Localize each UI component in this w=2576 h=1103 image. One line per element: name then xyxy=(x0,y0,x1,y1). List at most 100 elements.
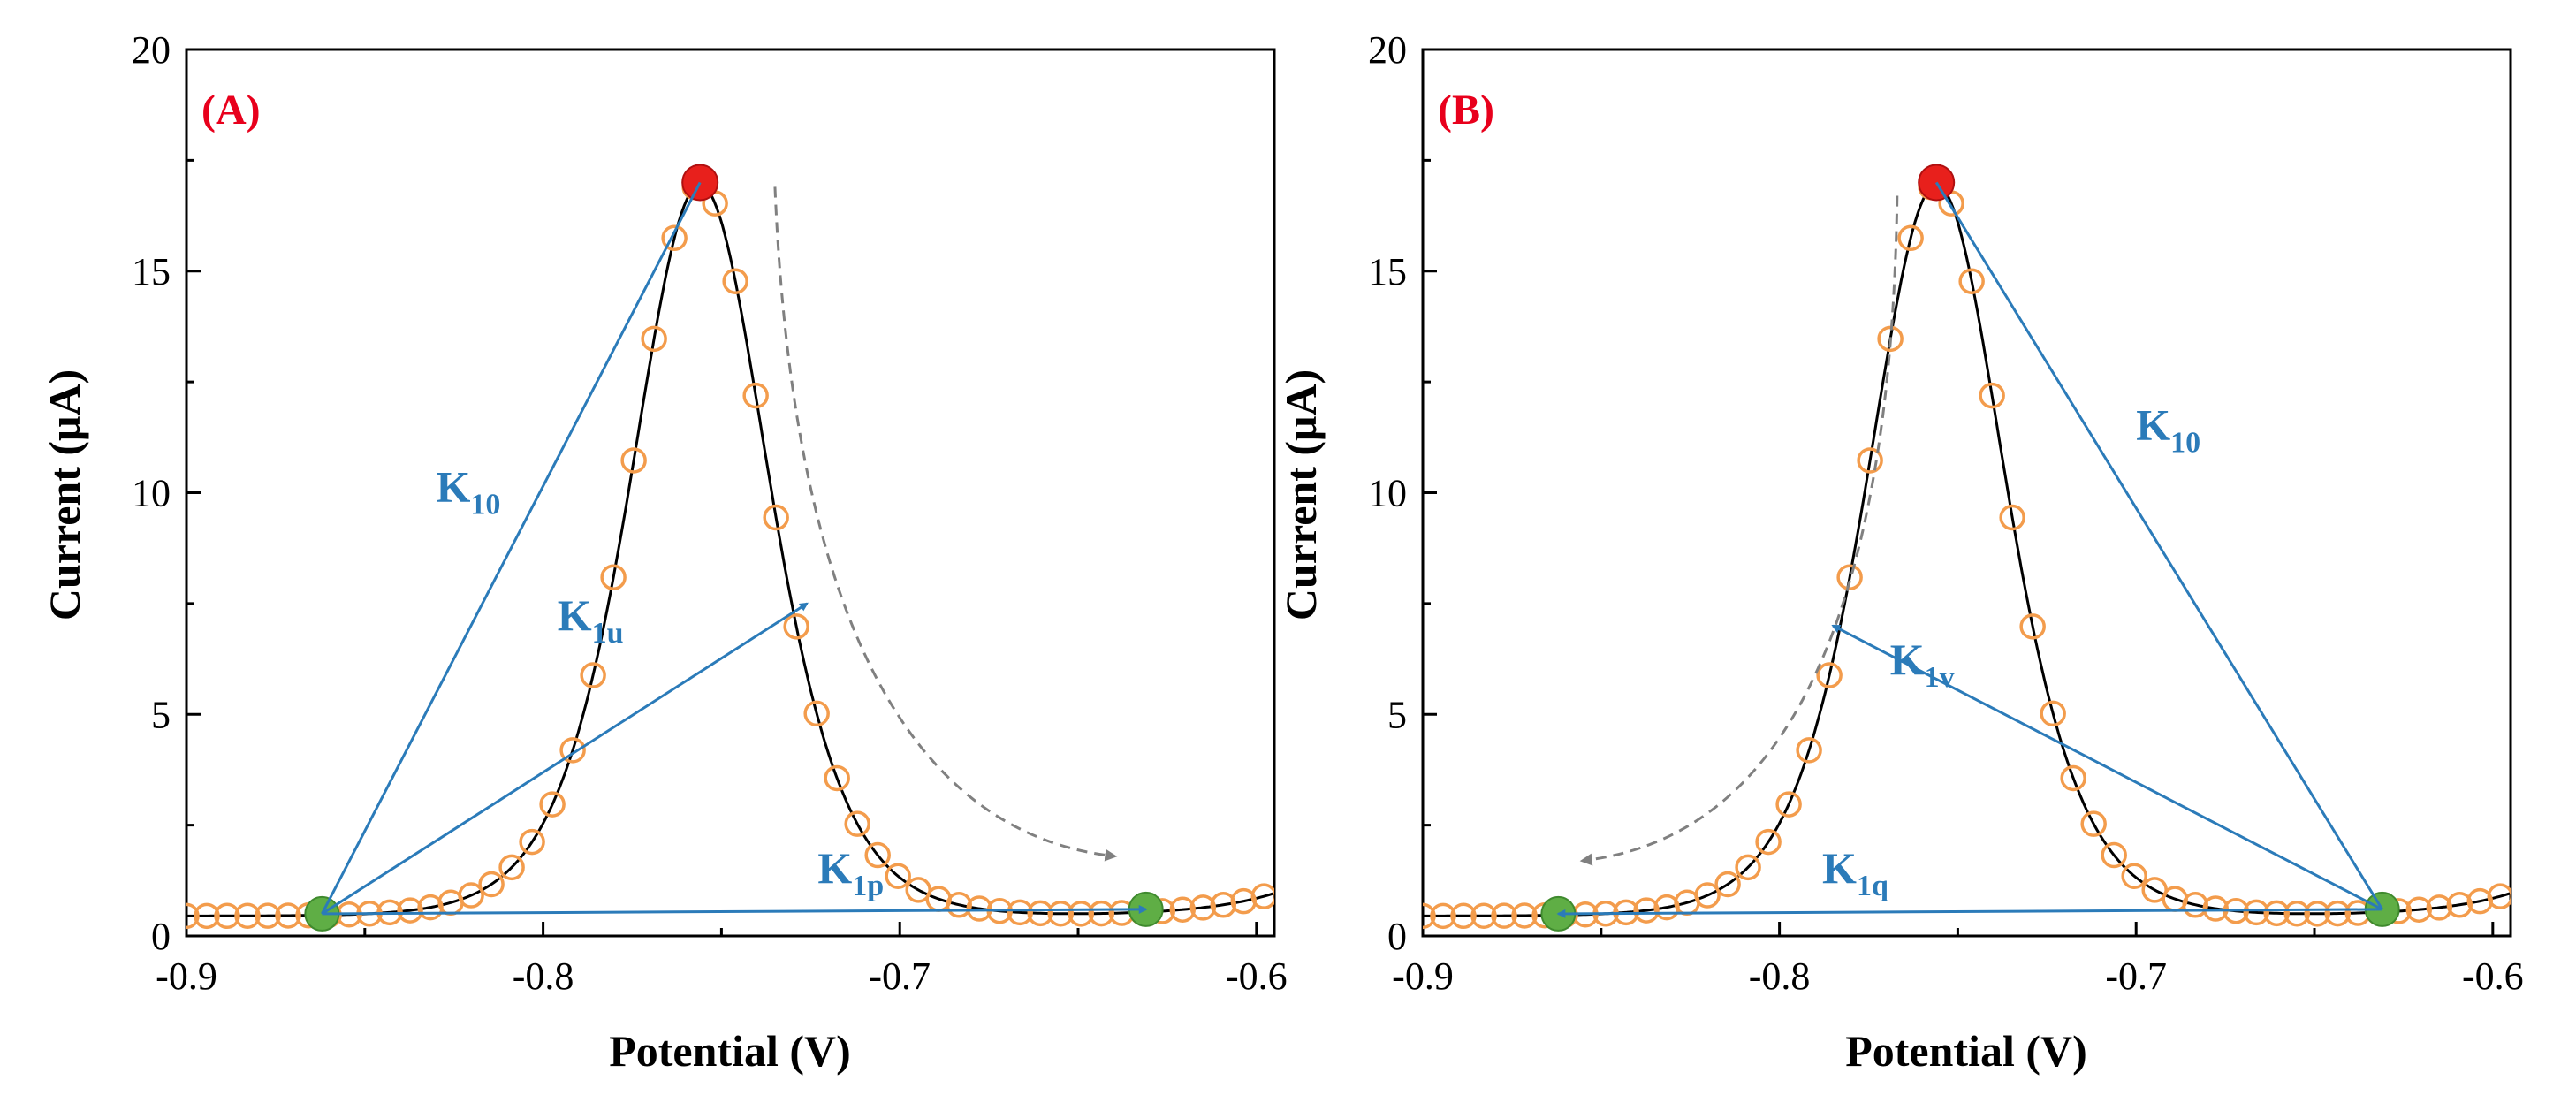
slope-line-b xyxy=(1934,181,2383,910)
slope-line-a xyxy=(321,602,809,916)
data-point-b xyxy=(1857,447,1883,474)
data-point-b xyxy=(2101,841,2127,869)
chart-panel-a: -0.9 -0.8 -0.7 -0.6 0 5 10 15 20 (A) Potential (… xyxy=(40,28,1288,1076)
data-point-a xyxy=(1007,899,1033,926)
y-tick-label-a: 5 xyxy=(151,693,171,736)
data-point-a xyxy=(824,764,850,792)
data-point-a xyxy=(722,268,748,294)
x-tick-label-a: -0.7 xyxy=(869,955,931,998)
data-point-a xyxy=(864,841,891,869)
data-point-b xyxy=(2182,892,2208,918)
data-point-b xyxy=(2446,892,2473,918)
data-point-b xyxy=(2080,810,2107,837)
data-point-b xyxy=(2202,895,2229,922)
y-tick-label-b: 0 xyxy=(1387,915,1407,958)
data-point-b xyxy=(1491,902,1517,929)
data-point-a xyxy=(600,564,627,590)
data-point-b xyxy=(2487,883,2511,909)
data-point-b xyxy=(1714,871,1741,898)
data-point-b xyxy=(1979,382,2005,409)
data-point-b xyxy=(1470,902,1497,929)
data-point-a xyxy=(783,613,809,640)
panel-label-b: (B) xyxy=(1438,87,1494,133)
y-tick-label-a: 10 xyxy=(132,472,171,515)
data-point-b xyxy=(1511,902,1538,929)
data-point-a xyxy=(478,871,505,898)
y-tick-label-b: 5 xyxy=(1387,693,1407,736)
data-point-b xyxy=(2304,901,2330,927)
data-point-a xyxy=(214,902,240,930)
data-point-a xyxy=(498,854,525,881)
data-point-b xyxy=(2324,900,2352,927)
data-point-a xyxy=(255,902,281,929)
x-tick-label-b: -0.8 xyxy=(1749,955,1811,998)
data-point-a xyxy=(458,882,484,909)
slope-annotation-a: K1p xyxy=(817,843,884,902)
y-tick-label-b: 15 xyxy=(1368,250,1407,293)
data-point-a xyxy=(194,902,220,930)
x-tick-label-a: -0.6 xyxy=(1226,955,1288,998)
data-point-a xyxy=(1169,896,1197,923)
data-point-a xyxy=(885,863,911,890)
scan-direction-arrow-b xyxy=(1579,195,1899,866)
data-point-b xyxy=(2405,896,2433,923)
data-point-b xyxy=(1796,737,1822,764)
data-point-b xyxy=(1816,662,1843,688)
plot-content-b xyxy=(1423,164,2511,932)
y-tick-label-a: 20 xyxy=(132,28,171,72)
data-point-a xyxy=(234,902,261,929)
data-point-b xyxy=(1897,224,1924,252)
data-point-b xyxy=(1775,791,1802,818)
data-point-b xyxy=(2019,613,2046,640)
x-tick-label-b: -0.9 xyxy=(1392,955,1454,998)
slope-line-a xyxy=(322,904,1148,916)
data-point-a xyxy=(519,828,545,856)
x-tick-label-b: -0.7 xyxy=(2105,955,2167,998)
x-axis-title-a: Potential (V) xyxy=(609,1026,851,1076)
data-point-b xyxy=(1430,902,1456,930)
data-point-a xyxy=(1027,900,1053,927)
data-point-a xyxy=(275,902,301,929)
plot-content-a xyxy=(186,164,1274,932)
data-point-b xyxy=(1450,902,1477,930)
data-point-b xyxy=(2121,863,2147,890)
data-point-b xyxy=(1958,268,1985,294)
data-point-b xyxy=(2060,764,2086,792)
data-point-b xyxy=(2040,700,2066,727)
data-point-a xyxy=(1210,892,1237,918)
data-point-a xyxy=(1250,883,1274,909)
data-point-a xyxy=(1189,894,1217,921)
x-tick-label-b: -0.6 xyxy=(2462,955,2524,998)
chart-panel-b: -0.9 -0.8 -0.7 -0.6 0 5 10 15 20 (B) Potential (… xyxy=(1276,28,2524,1076)
data-point-b xyxy=(1755,828,1782,856)
data-point-a xyxy=(539,791,566,818)
x-tick-label-a: -0.8 xyxy=(513,955,574,998)
data-point-a xyxy=(742,382,769,409)
data-point-a xyxy=(1068,901,1094,927)
data-point-a xyxy=(397,897,423,924)
y-tick-label-a: 0 xyxy=(151,915,171,958)
slope-line-b xyxy=(1831,624,2383,911)
x-tick-label-a: -0.9 xyxy=(156,955,217,998)
y-tick-label-b: 10 xyxy=(1368,472,1407,515)
slope-line-a xyxy=(321,181,702,915)
data-point-a xyxy=(763,504,789,531)
data-point-a xyxy=(580,662,606,688)
slope-line-b xyxy=(1556,908,2382,918)
axis-ticks-b: -0.9 -0.8 -0.7 -0.6 0 5 10 15 20 xyxy=(1368,28,2524,998)
y-axis-title-a: Current (μA) xyxy=(40,369,89,620)
data-point-a xyxy=(844,810,870,837)
data-point-b xyxy=(1836,564,1863,590)
scan-direction-arrow-a xyxy=(773,186,1118,862)
data-point-b xyxy=(1423,902,1436,930)
axis-ticks-a: -0.9 -0.8 -0.7 -0.6 0 5 10 15 20 xyxy=(132,28,1288,998)
data-point-a xyxy=(1088,900,1115,927)
data-point-b xyxy=(2263,900,2290,927)
panel-label-a: (A) xyxy=(201,87,261,133)
y-tick-label-a: 15 xyxy=(132,250,171,293)
data-point-b xyxy=(1633,897,1660,924)
plot-area-b xyxy=(1421,48,2512,938)
data-point-a xyxy=(186,902,200,930)
data-point-a xyxy=(641,325,667,353)
